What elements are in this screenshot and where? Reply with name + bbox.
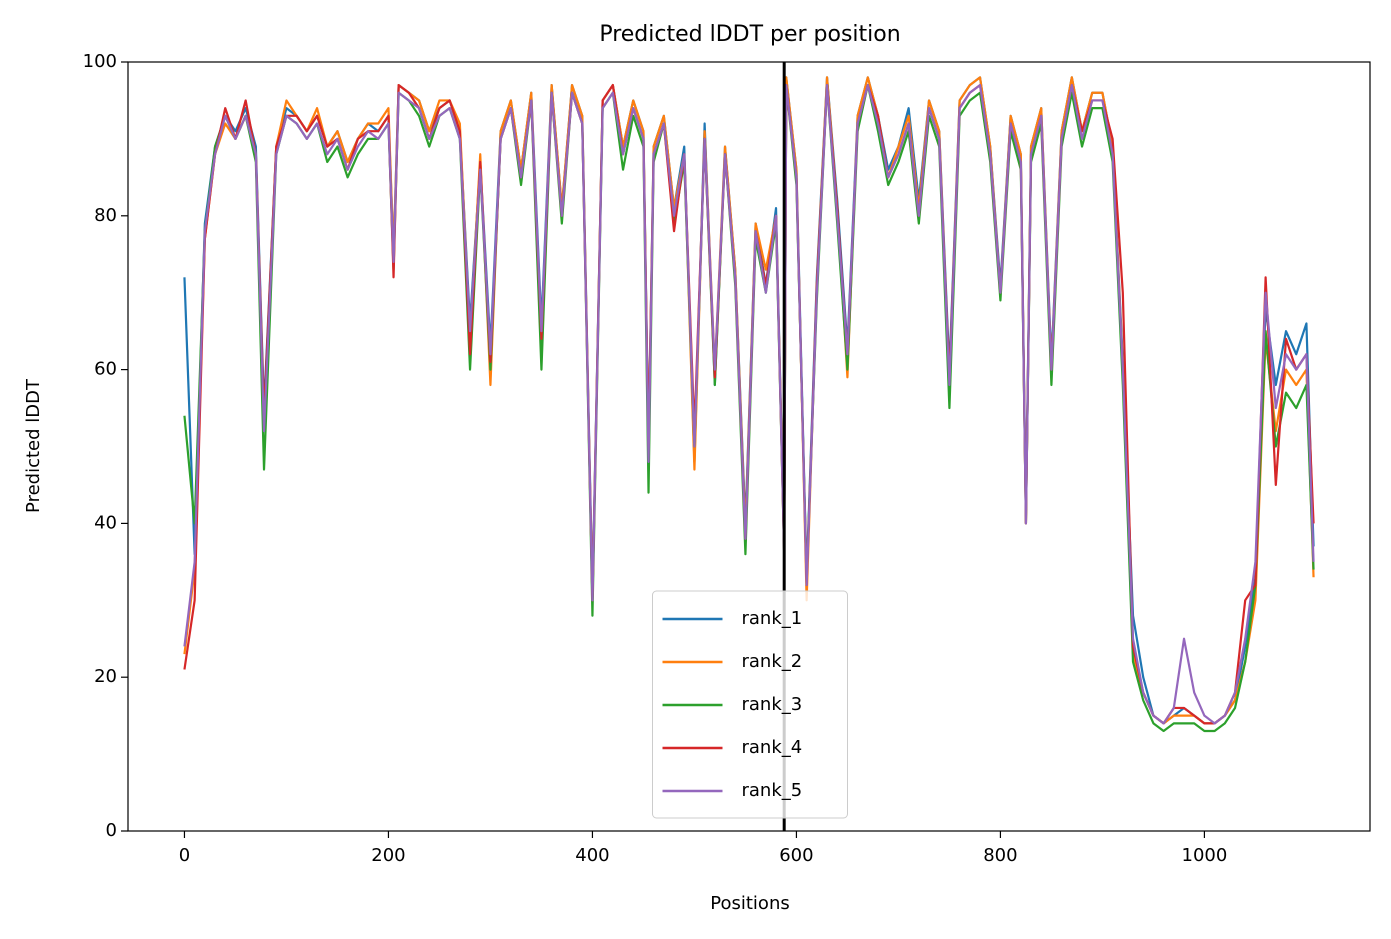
legend-label: rank_1 — [742, 608, 803, 629]
x-tick-label: 600 — [779, 845, 813, 866]
y-tick-label: 0 — [106, 820, 117, 841]
line-series — [183, 83, 1315, 725]
y-axis-label: Predicted lDDT — [23, 378, 44, 513]
y-tick-label: 40 — [94, 512, 117, 533]
x-tick-label: 400 — [575, 845, 609, 866]
y-tick-label: 80 — [94, 205, 117, 226]
plot-frame — [127, 61, 1371, 832]
chart-title: Predicted lDDT per position — [599, 22, 900, 47]
x-axis-label: Positions — [710, 893, 789, 914]
y-tick-label: 20 — [94, 666, 117, 687]
legend-label: rank_2 — [742, 651, 803, 672]
legend-box — [652, 590, 848, 819]
x-tick-label: 800 — [983, 845, 1017, 866]
legend-label: rank_3 — [742, 694, 803, 715]
legend-label: rank_4 — [742, 737, 803, 758]
x-tick-label: 200 — [371, 845, 405, 866]
x-tick-label: 1000 — [1182, 845, 1228, 866]
x-tick-label: 0 — [179, 845, 190, 866]
legend-label: rank_5 — [742, 780, 803, 801]
y-tick-label: 100 — [83, 51, 117, 72]
y-tick-label: 60 — [94, 359, 117, 380]
